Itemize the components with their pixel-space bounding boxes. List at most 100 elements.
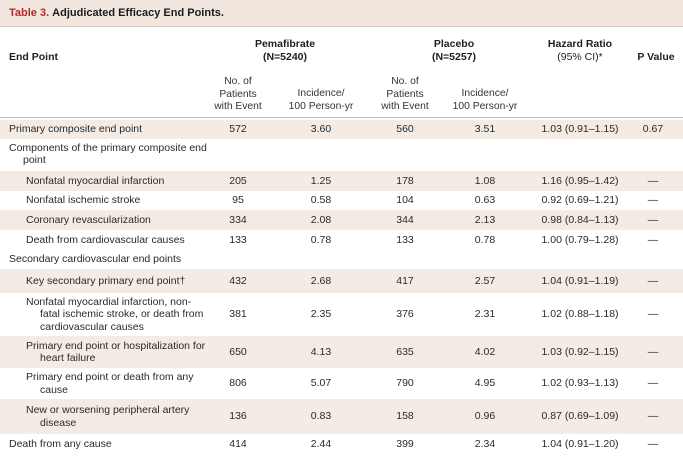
row-label: Primary composite end point: [9, 120, 209, 139]
cell-p: —: [647, 410, 659, 423]
cell-hr: [532, 250, 628, 269]
cell-hr: 1.04 (0.91–1.20): [541, 438, 619, 451]
header-pemafibrate-name: Pemafibrate: [254, 38, 316, 50]
subheader-pema-patients: No. of Patients with Event: [205, 76, 271, 114]
cell-pema-inc: 0.83: [310, 410, 332, 423]
subheader-pema-incidence-line1: Incidence/: [297, 88, 345, 99]
cell-hr: 1.02 (0.93–1.13): [541, 377, 619, 390]
cell-pema-inc: [271, 139, 371, 169]
cell-placebo-inc: 4.95: [474, 377, 496, 390]
cell-hr: 0.98 (0.84–1.13): [541, 213, 619, 226]
table-row: Coronary revascularization 334 2.08 344 2.13…: [0, 210, 683, 230]
cell-pema-n: 650: [229, 345, 247, 358]
cell-placebo-inc: 0.63: [474, 194, 496, 207]
cell-placebo-n: [372, 250, 438, 269]
cell-placebo-inc: 2.34: [474, 438, 496, 451]
row-label: Nonfatal myocardial infarction: [26, 171, 209, 191]
cell-pema-n: 205: [229, 174, 247, 187]
cell-p: —: [647, 174, 659, 187]
row-label-text: Nonfatal ischemic stroke: [26, 194, 141, 207]
row-label: New or worsening peripheral artery disea…: [26, 399, 209, 434]
cell-p: 0.67: [642, 123, 664, 136]
header-p-value: P Value: [637, 51, 675, 63]
cell-pema-inc: 0.58: [310, 194, 332, 207]
cell-placebo-inc: [435, 250, 535, 269]
cell-placebo-n: 376: [396, 308, 414, 321]
cell-pema-inc: 2.44: [310, 438, 332, 451]
header-placebo-n: (N=5257): [431, 51, 477, 63]
table-row: Primary composite end point 572 3.60 560 3.5…: [0, 120, 683, 139]
row-label-text: Primary end point or death from any caus…: [26, 371, 194, 396]
subheader-pema-patients-line2: Patients: [219, 88, 257, 100]
row-label: Nonfatal myocardial infarction, non-fata…: [26, 293, 209, 336]
subheader-placebo-incidence-line2: 100 Person-yr: [452, 100, 518, 112]
row-label-text: Components of the primary composite end …: [9, 141, 207, 167]
cell-placebo-n: 158: [396, 410, 414, 423]
header-hazard-ratio-title: Hazard Ratio: [547, 38, 613, 50]
header-divider: [0, 117, 683, 118]
header-pemafibrate-n: (N=5240): [262, 51, 308, 63]
cell-pema-inc: 5.07: [310, 377, 332, 390]
cell-pema-inc: [271, 250, 371, 269]
cell-hr: 1.02 (0.88–1.18): [541, 308, 619, 321]
row-label: Death from cardiovascular causes: [26, 230, 209, 250]
table-row: Nonfatal myocardial infarction, non-fata…: [0, 293, 683, 336]
cell-placebo-inc: 0.96: [474, 410, 496, 423]
table-row: Nonfatal ischemic stroke 95 0.58 104 0.63 0.9…: [0, 191, 683, 210]
cell-pema-inc: 1.25: [310, 174, 332, 187]
cell-placebo-n: 104: [396, 194, 414, 207]
row-label-text: Primary end point or hospitalization for…: [26, 339, 206, 365]
cell-pema-n: 133: [229, 233, 247, 246]
cell-placebo-n: 635: [396, 345, 414, 358]
row-label-text: Coronary revascularization: [26, 213, 151, 226]
cell-p: —: [647, 194, 659, 207]
subheader-pema-patients-line1: No. of: [224, 76, 252, 87]
cell-placebo-n: 560: [396, 123, 414, 136]
cell-p: —: [647, 213, 659, 226]
row-label-text: Death from any cause: [9, 438, 112, 451]
cell-pema-n: 334: [229, 213, 247, 226]
cell-hr: 0.92 (0.69–1.21): [541, 194, 619, 207]
cell-pema-n: [205, 250, 271, 269]
row-label: Death from any cause: [9, 434, 209, 455]
subheader-placebo-patients-line1: No. of: [391, 76, 419, 87]
row-label: Coronary revascularization: [26, 210, 209, 230]
table-row: New or worsening peripheral artery disea…: [0, 399, 683, 434]
cell-pema-n: 572: [229, 123, 247, 136]
cell-pema-n: 432: [229, 274, 247, 287]
cell-placebo-inc: 2.13: [474, 213, 496, 226]
cell-hr: 1.00 (0.79–1.28): [541, 233, 619, 246]
cell-pema-n: 414: [229, 438, 247, 451]
cell-placebo-inc: 1.08: [474, 174, 496, 187]
subheader-placebo-incidence: Incidence/ 100 Person-yr: [435, 88, 535, 113]
header-end-point: End Point: [9, 51, 58, 63]
cell-p: —: [647, 438, 659, 451]
cell-pema-inc: 2.68: [310, 274, 332, 287]
row-label-text: Primary composite end point: [9, 123, 143, 136]
cell-placebo-n: 399: [396, 438, 414, 451]
cell-pema-inc: 3.60: [310, 123, 332, 136]
cell-placebo-n: 417: [396, 274, 414, 287]
table-title-bar: Table 3. Adjudicated Efficacy End Points…: [0, 0, 683, 27]
cell-p: —: [647, 233, 659, 246]
cell-placebo-inc: 2.57: [474, 274, 496, 287]
row-label: Components of the primary composite end …: [9, 139, 209, 169]
cell-hr: 0.87 (0.69–1.09): [541, 410, 619, 423]
cell-placebo-n: 133: [396, 233, 414, 246]
cell-p: [623, 139, 683, 169]
row-label-text: Nonfatal myocardial infarction, non-fata…: [26, 295, 204, 333]
row-label: Nonfatal ischemic stroke: [26, 191, 209, 210]
row-label-text: Secondary cardiovascular end points: [9, 253, 182, 266]
row-label: Primary end point or death from any caus…: [26, 368, 209, 399]
row-label-text: New or worsening peripheral artery disea…: [26, 404, 190, 429]
cell-pema-n: 136: [229, 410, 247, 423]
cell-placebo-inc: 0.78: [474, 233, 496, 246]
cell-pema-inc: 4.13: [310, 345, 332, 358]
subheader-placebo-patients: No. of Patients with Event: [372, 76, 438, 114]
cell-placebo-n: 344: [396, 213, 414, 226]
subheader-placebo-patients-line3: with Event: [381, 101, 429, 112]
table-row: Primary end point or hospitalization for…: [0, 336, 683, 368]
cell-hr: 1.03 (0.91–1.15): [541, 123, 619, 136]
cell-placebo-n: [372, 139, 438, 169]
